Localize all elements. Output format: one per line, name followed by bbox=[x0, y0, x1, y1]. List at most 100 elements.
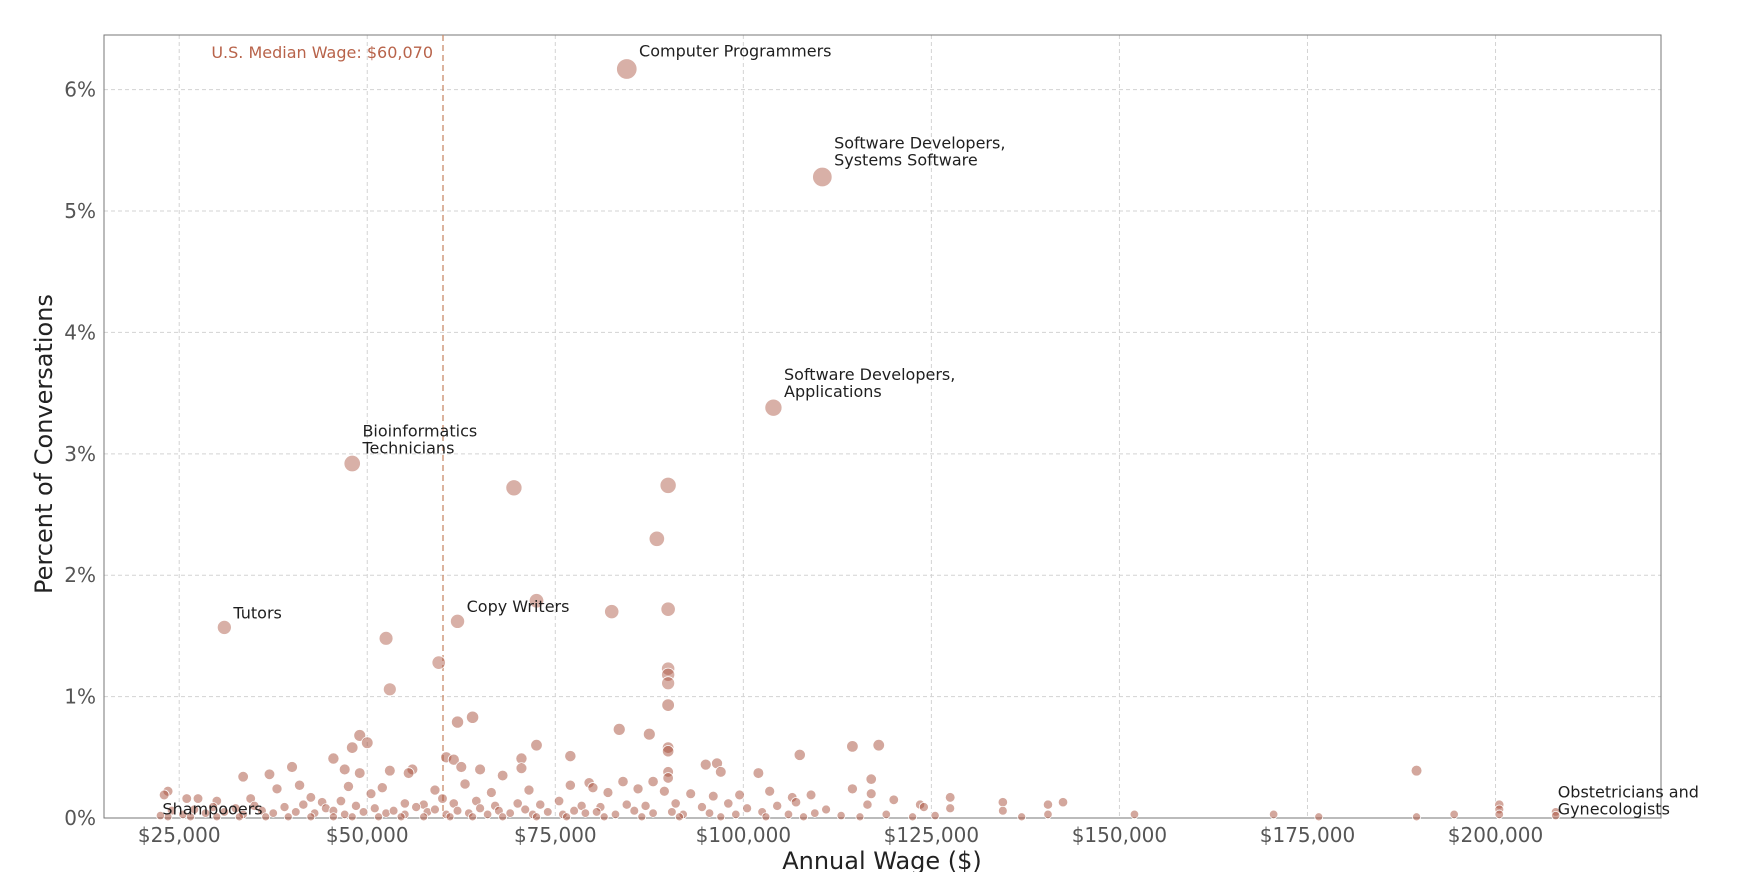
data-point bbox=[369, 803, 380, 814]
point-label-line: Software Developers, bbox=[784, 365, 955, 384]
point-label-line: Software Developers, bbox=[834, 133, 1005, 152]
data-point bbox=[459, 778, 471, 790]
data-point bbox=[249, 800, 260, 811]
data-point bbox=[648, 808, 658, 818]
labeled-data-point bbox=[764, 398, 783, 417]
points-layer bbox=[155, 58, 1561, 822]
data-point bbox=[402, 767, 415, 779]
data-point bbox=[374, 812, 384, 822]
point-label-line: Gynecologists bbox=[1558, 800, 1670, 819]
data-point bbox=[564, 779, 576, 791]
data-point bbox=[930, 811, 940, 821]
data-point bbox=[237, 771, 249, 783]
data-point bbox=[660, 601, 676, 617]
data-point bbox=[419, 812, 429, 822]
data-point bbox=[342, 780, 354, 792]
data-point bbox=[1449, 809, 1459, 820]
data-point bbox=[761, 812, 771, 822]
data-point bbox=[1410, 764, 1423, 777]
point-label-line: Bioinformatics bbox=[362, 421, 477, 440]
data-point bbox=[485, 787, 497, 798]
data-point bbox=[451, 715, 465, 729]
data-point bbox=[447, 753, 460, 766]
data-point bbox=[752, 767, 765, 779]
data-point bbox=[365, 788, 377, 800]
data-point bbox=[298, 799, 309, 810]
data-point bbox=[562, 812, 572, 822]
data-point bbox=[790, 797, 802, 808]
data-point bbox=[881, 809, 891, 820]
data-point bbox=[437, 793, 448, 804]
data-point bbox=[543, 807, 553, 817]
data-point bbox=[667, 807, 677, 817]
data-point bbox=[230, 803, 241, 814]
y-tick-label: 3% bbox=[64, 442, 96, 466]
data-point bbox=[430, 804, 440, 815]
data-point bbox=[286, 761, 298, 773]
data-point bbox=[512, 798, 523, 809]
point-label-line: Obstetricians and bbox=[1558, 783, 1699, 802]
data-point bbox=[1043, 809, 1053, 820]
data-point bbox=[846, 740, 859, 753]
data-point bbox=[1314, 812, 1324, 822]
data-point bbox=[944, 792, 956, 803]
data-point bbox=[647, 775, 659, 788]
data-point bbox=[696, 802, 707, 813]
data-point bbox=[998, 805, 1008, 816]
data-point bbox=[212, 812, 222, 822]
data-point bbox=[399, 798, 410, 809]
labeled-data-point bbox=[616, 58, 638, 80]
data-point bbox=[734, 789, 745, 801]
point-label: Software Developers, Applications bbox=[784, 365, 955, 401]
data-point bbox=[621, 799, 632, 810]
data-point bbox=[610, 809, 621, 820]
point-label: Tutors bbox=[232, 603, 281, 622]
y-tick-label: 5% bbox=[64, 199, 96, 223]
data-point bbox=[799, 812, 808, 822]
x-tick-label: $50,000 bbox=[326, 823, 409, 847]
y-tick-label: 0% bbox=[64, 806, 96, 830]
data-point bbox=[530, 738, 543, 752]
data-point bbox=[637, 812, 647, 822]
data-point bbox=[855, 812, 865, 822]
y-tick-labels: 0% 1% 2% 3% 4% 5% 6% bbox=[64, 78, 96, 830]
data-point bbox=[181, 793, 192, 804]
data-point bbox=[347, 812, 357, 822]
data-point bbox=[836, 811, 846, 821]
plot-frame bbox=[103, 34, 1662, 819]
data-point bbox=[186, 812, 195, 822]
median-label: U.S. Median Wage: $60,070 bbox=[211, 43, 433, 62]
data-point bbox=[587, 782, 599, 794]
data-point bbox=[382, 682, 397, 697]
data-point bbox=[305, 792, 317, 803]
data-point bbox=[388, 805, 399, 816]
data-point bbox=[520, 804, 531, 815]
x-tick-label: $150,000 bbox=[1072, 823, 1167, 847]
data-point bbox=[918, 802, 929, 813]
data-point bbox=[353, 767, 366, 779]
data-point bbox=[945, 803, 956, 814]
y-axis-title: Percent of Conversations bbox=[30, 294, 58, 594]
point-label: Obstetricians and Gynecologists bbox=[1558, 783, 1699, 819]
data-point bbox=[396, 812, 406, 822]
data-point bbox=[821, 804, 831, 815]
data-point bbox=[908, 812, 918, 822]
data-point bbox=[283, 812, 293, 822]
point-label: Bioinformatics Technicians bbox=[361, 421, 477, 457]
data-point bbox=[234, 812, 244, 822]
data-point bbox=[532, 812, 541, 822]
y-tick-label: 2% bbox=[64, 563, 96, 587]
data-point bbox=[158, 789, 170, 801]
data-point bbox=[452, 805, 463, 816]
data-point bbox=[340, 809, 350, 820]
data-point bbox=[731, 809, 741, 820]
data-point bbox=[670, 798, 681, 809]
data-point bbox=[482, 809, 493, 820]
data-point bbox=[865, 773, 877, 785]
data-point bbox=[846, 783, 858, 795]
x-tick-label: $75,000 bbox=[514, 823, 597, 847]
data-point bbox=[1042, 799, 1054, 810]
data-point bbox=[515, 762, 528, 775]
x-tick-label: $100,000 bbox=[696, 823, 791, 847]
